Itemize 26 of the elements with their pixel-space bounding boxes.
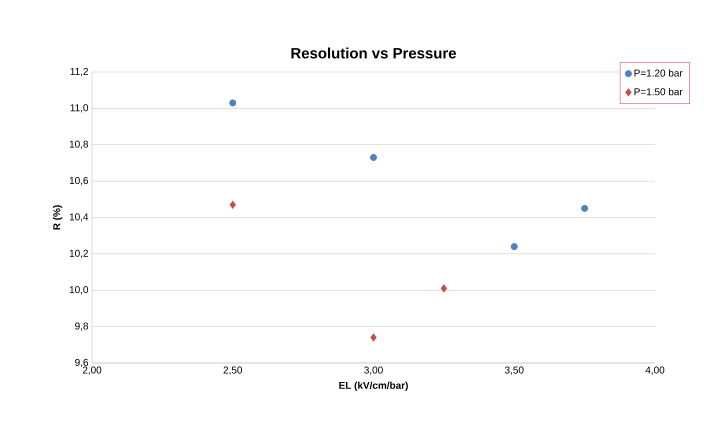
point xyxy=(581,204,588,212)
y-tick-label: 10,6 xyxy=(70,177,88,186)
x-tick-label: 4,00 xyxy=(646,366,664,375)
y-tick-label: 9,8 xyxy=(75,322,88,331)
x-tick-label: 3,50 xyxy=(504,366,524,375)
y-tick-label: 10,4 xyxy=(70,213,88,222)
y-tick-label: 10,0 xyxy=(70,286,88,294)
y-tick-label: 11,0 xyxy=(70,104,88,112)
point xyxy=(370,333,377,342)
legend-label: P=1.50 bar xyxy=(634,88,683,96)
point xyxy=(229,99,236,106)
x-axis-title: EL (kV/cm/bar) xyxy=(339,382,408,391)
x-tick-label: 2,50 xyxy=(224,366,242,375)
x-tick-label: 2,00 xyxy=(82,366,102,375)
chart-title: Resolution vs Pressure xyxy=(291,48,456,58)
y-tick-label: 9,6 xyxy=(75,358,88,368)
y-tick-label: 10,2 xyxy=(70,250,88,258)
y-axis-title: R (%) xyxy=(52,205,62,230)
point xyxy=(230,200,236,209)
y-tick-label: 11,2 xyxy=(70,68,88,76)
point xyxy=(440,284,448,293)
legend-label: P=1.20 bar xyxy=(634,69,683,77)
point xyxy=(370,154,377,161)
point xyxy=(510,243,518,250)
x-tick-label: 3,00 xyxy=(364,366,383,375)
y-tick-label: 10,8 xyxy=(70,140,88,149)
